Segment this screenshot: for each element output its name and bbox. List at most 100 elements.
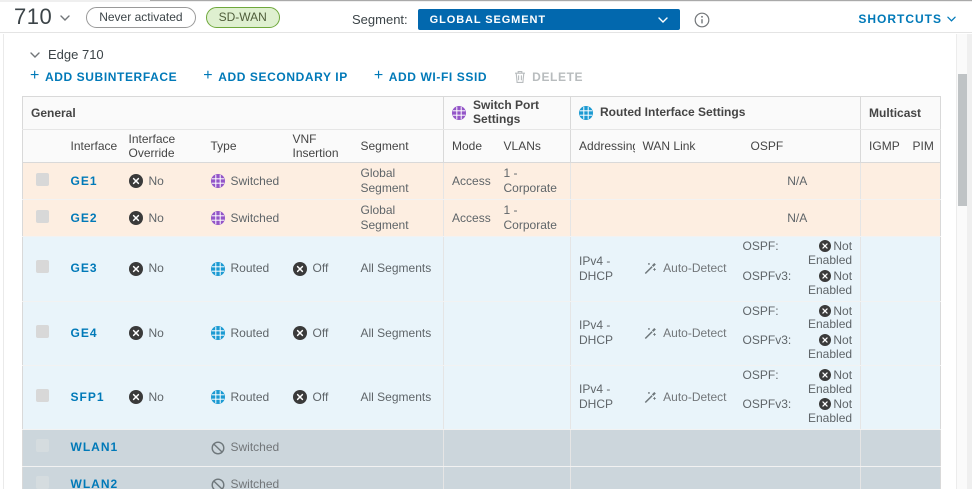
off-icon [293,390,307,404]
no-icon [129,262,143,276]
interface-link[interactable]: GE2 [71,211,98,225]
ospf-cell: OSPF:Not Enabled OSPFv3:Not Enabled [735,365,861,429]
segment-cell: All Segments [353,365,444,429]
table-actions: + ADD SUBINTERFACE + ADD SECONDARY IP + … [30,69,583,85]
col-mode: Mode [444,129,496,163]
col-pim: PIM [905,129,941,163]
addressing-cell: IPv4 - DHCP [571,301,635,365]
switch-port-icon [452,106,466,120]
auto-detect-wand-icon [643,326,658,341]
segment-cell: Global Segment [353,200,444,237]
table-row-ge4: GE4 No Routed Off All Segments IPv4 - DH… [23,301,941,365]
row-checkbox[interactable] [36,173,49,186]
shortcuts-label: SHORTCUTS [858,12,942,26]
segment-group: Segment: GLOBAL SEGMENT [352,9,710,30]
chevron-down-icon [30,52,40,58]
segment-select[interactable]: GLOBAL SEGMENT [418,9,680,30]
switched-icon [211,174,225,188]
table-row-ge3: GE3 No Routed Off All Segments IPv4 - DH… [23,237,941,301]
table-row-ge1: GE1 No Switched Global Segment Access 1 … [23,163,941,200]
no-icon [129,326,143,340]
col-igmp: IGMP [861,129,905,163]
table-row-ge2: GE2 No Switched Global Segment Access 1 … [23,200,941,237]
table-row-wlan2: WLAN2 Switched [23,466,941,489]
group-general: General [23,97,444,130]
segment-selected-value: GLOBAL SEGMENT [430,14,546,26]
scrollbar-thumb[interactable] [958,74,967,206]
auto-detect-wand-icon [643,261,658,276]
interface-link[interactable]: GE3 [71,261,98,275]
routed-interface-icon [579,106,593,120]
col-interface: Interface [63,129,121,163]
row-checkbox[interactable] [36,476,49,489]
add-wifi-ssid-button[interactable]: + ADD WI-FI SSID [374,69,487,85]
group-header-row: General Switch Port Settings Routed Inte… [23,97,941,130]
plus-icon: + [203,67,213,85]
vertical-scrollbar[interactable] [956,34,967,489]
delete-button[interactable]: DELETE [513,69,583,85]
off-icon [293,326,307,340]
not-enabled-icon [819,270,831,282]
ospf-cell: OSPF:Not Enabled OSPFv3:Not Enabled [735,237,861,301]
device-title-chevron-icon[interactable] [60,15,70,21]
row-checkbox[interactable] [36,439,49,452]
window-top-line [150,0,972,1]
plus-icon: + [374,67,384,85]
segment-label: Segment: [352,12,408,27]
off-icon [293,262,307,276]
auto-detect-wand-icon [643,390,658,405]
row-checkbox[interactable] [36,325,49,338]
edge-section-toggle[interactable]: Edge 710 [30,47,104,62]
interface-link[interactable]: GE4 [71,326,98,340]
col-checkbox [23,129,63,163]
interfaces-table: General Switch Port Settings Routed Inte… [22,96,941,489]
vlans-cell: 1 - Corporate [496,163,571,200]
disabled-ban-icon [211,478,225,489]
no-icon [129,174,143,188]
col-addressing: Addressing [571,129,635,163]
page-right-edge [967,34,972,489]
col-wan-link: WAN Link [635,129,735,163]
not-enabled-icon [819,369,831,381]
col-vlans: VLANs [496,129,571,163]
mode-cell: Access [444,200,496,237]
row-checkbox[interactable] [36,260,49,273]
routed-icon [211,326,225,340]
chevron-down-icon [947,16,956,22]
routed-icon [211,390,225,404]
not-enabled-icon [819,305,831,317]
interface-link[interactable]: GE1 [71,174,98,188]
no-icon [129,390,143,404]
segment-cell: All Segments [353,237,444,301]
add-subinterface-button[interactable]: + ADD SUBINTERFACE [30,69,177,85]
chevron-down-icon [658,17,668,23]
no-icon [129,211,143,225]
edge-device-page: 710 Never activated SD-WAN Segment: GLOB… [0,0,972,489]
col-vnf: VNF Insertion [285,129,353,163]
interface-link[interactable]: SFP1 [71,390,105,404]
disabled-ban-icon [211,441,225,455]
shortcuts-menu[interactable]: SHORTCUTS [858,12,956,26]
row-checkbox[interactable] [36,210,49,223]
col-override: Interface Override [121,129,203,163]
routed-icon [211,262,225,276]
activation-status-badge: Never activated [86,7,195,28]
table-row-wlan1: WLAN1 Switched [23,429,941,466]
ospf-cell: N/A [735,163,861,200]
col-segment: Segment [353,129,444,163]
col-ospf: OSPF [735,129,861,163]
not-enabled-icon [819,334,831,346]
interface-link[interactable]: WLAN1 [71,440,119,454]
col-type: Type [203,129,285,163]
addressing-cell: IPv4 - DHCP [571,237,635,301]
segment-cell: Global Segment [353,163,444,200]
top-bar: 710 Never activated SD-WAN Segment: GLOB… [0,2,972,33]
interface-link[interactable]: WLAN2 [71,477,119,489]
group-switch-port: Switch Port Settings [444,97,571,130]
switched-icon [211,211,225,225]
info-icon[interactable] [694,12,710,28]
plus-icon: + [30,67,40,85]
ospf-cell: OSPF:Not Enabled OSPFv3:Not Enabled [735,301,861,365]
add-secondary-ip-button[interactable]: + ADD SECONDARY IP [203,69,348,85]
row-checkbox[interactable] [36,389,49,402]
